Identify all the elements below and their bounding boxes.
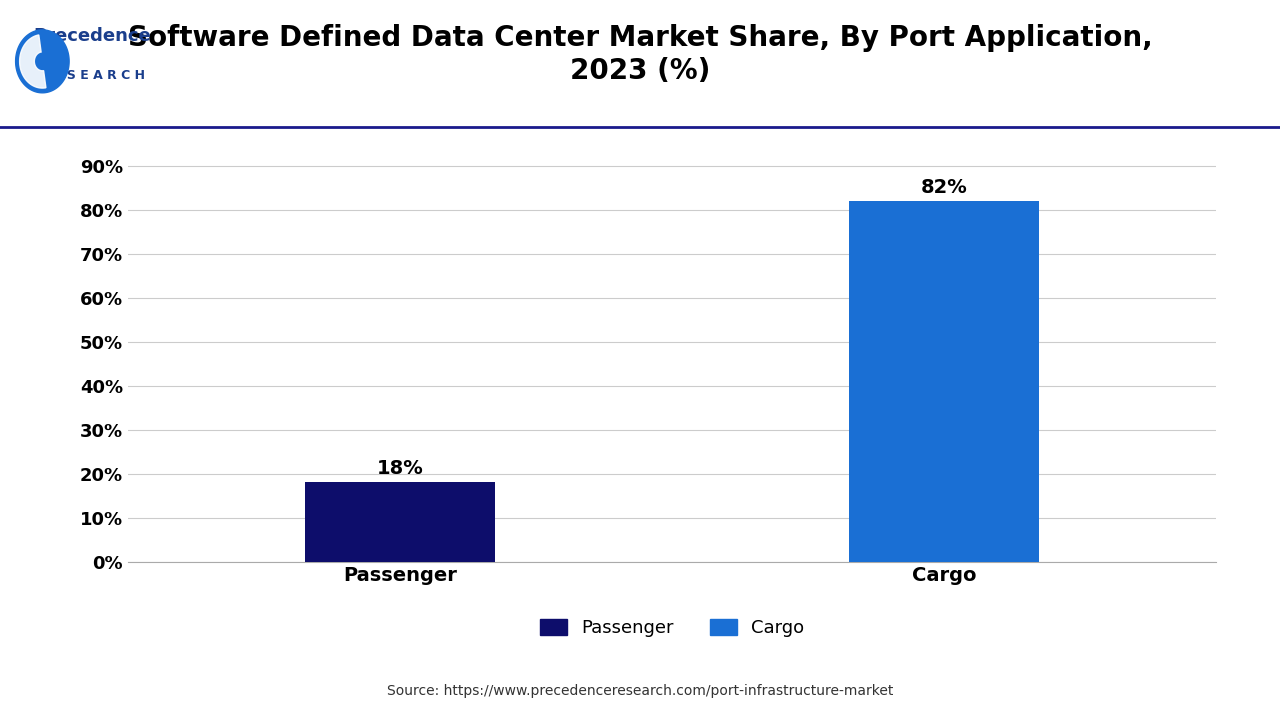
- Text: R E S E A R C H: R E S E A R C H: [40, 68, 145, 81]
- Text: 82%: 82%: [920, 178, 968, 197]
- Bar: [849, 201, 1039, 562]
- Polygon shape: [15, 30, 69, 93]
- Bar: [305, 482, 495, 562]
- Text: 18%: 18%: [376, 459, 424, 478]
- Legend: Passenger, Cargo: Passenger, Cargo: [532, 612, 812, 644]
- Polygon shape: [19, 35, 46, 88]
- Text: Software Defined Data Center Market Share, By Port Application,
2023 (%): Software Defined Data Center Market Shar…: [128, 24, 1152, 85]
- Text: Source: https://www.precedenceresearch.com/port-infrastructure-market: Source: https://www.precedenceresearch.c…: [387, 685, 893, 698]
- Text: Precedence: Precedence: [33, 27, 151, 45]
